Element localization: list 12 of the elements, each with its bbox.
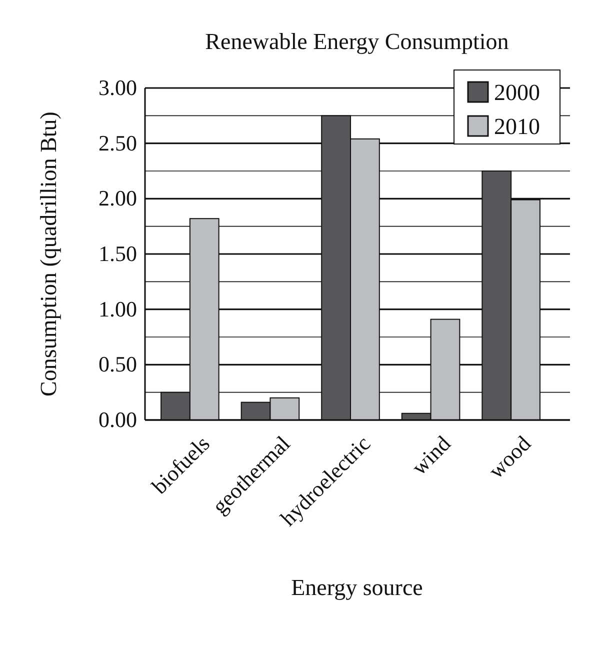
x-axis-title: Energy source	[291, 575, 423, 600]
y-tick-label: 0.50	[98, 352, 137, 377]
y-tick-label: 1.50	[98, 241, 137, 266]
y-tick-label: 2.50	[98, 130, 137, 156]
y-tick-label: 1.00	[98, 296, 137, 322]
y-tick-label: 0.00	[98, 407, 137, 432]
legend-label: 2010	[494, 114, 540, 139]
chart-title: Renewable Energy Consumption	[205, 29, 510, 54]
y-tick-label: 2.00	[98, 186, 137, 211]
y-tick-label: 3.00	[98, 75, 137, 100]
legend-label: 2000	[494, 80, 540, 105]
y-axis-title: Consumption (quadrillion Btu)	[36, 112, 61, 396]
